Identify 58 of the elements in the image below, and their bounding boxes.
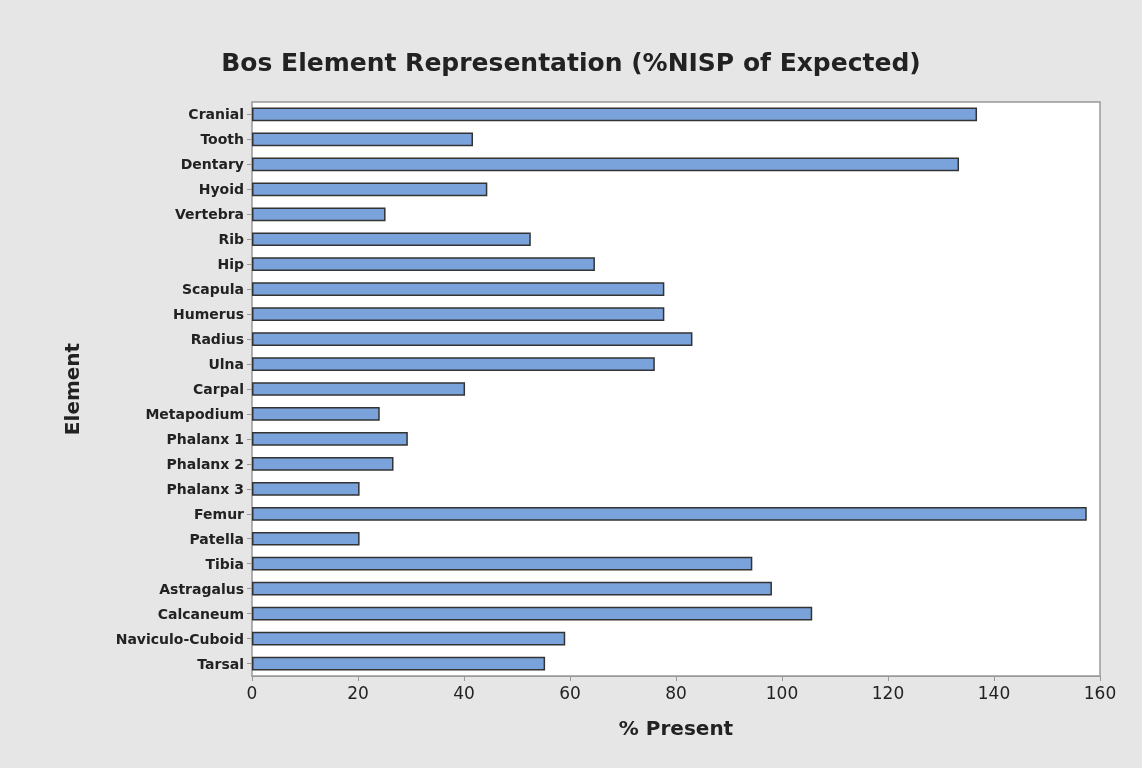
bar xyxy=(252,631,566,646)
x-tick-label: 20 xyxy=(347,682,369,703)
bar xyxy=(252,157,960,172)
y-tick-label: Calcaneum xyxy=(157,605,244,622)
bar xyxy=(252,207,386,222)
bar xyxy=(252,357,655,371)
bar xyxy=(252,332,693,346)
y-tick-label: Tooth xyxy=(200,131,244,148)
bar xyxy=(252,457,394,471)
bar xyxy=(252,481,360,496)
bar xyxy=(252,307,665,321)
bar xyxy=(252,531,360,546)
y-tick-label: Dentary xyxy=(180,156,244,173)
bar xyxy=(252,656,546,671)
x-tick-label: 160 xyxy=(1083,682,1117,703)
bar xyxy=(252,581,772,596)
y-tick-label: Vertebra xyxy=(174,206,244,223)
y-tick-label: Cranial xyxy=(188,106,244,123)
bar xyxy=(252,257,595,272)
y-tick-label: Tibia xyxy=(205,555,244,572)
y-tick-label: Hyoid xyxy=(198,181,244,198)
y-tick-label: Carpal xyxy=(193,381,244,397)
y-tick-label: Ulna xyxy=(208,356,244,373)
y-tick-label: Patella xyxy=(189,530,244,547)
x-tick-label: 100 xyxy=(765,682,799,703)
bar xyxy=(252,282,665,297)
y-tick-label: Scapula xyxy=(181,281,244,298)
y-tick-label: Femur xyxy=(194,505,245,522)
y-tick-label: Hip xyxy=(217,256,244,273)
bar xyxy=(252,232,531,247)
chart-title: Bos Element Representation (%NISP of Expected) xyxy=(221,48,921,77)
bar xyxy=(252,382,466,396)
y-tick-label: Tarsal xyxy=(197,655,244,672)
x-tick-label: 40 xyxy=(453,682,475,703)
y-tick-label: Phalanx 1 xyxy=(166,430,244,447)
y-tick-label: Humerus xyxy=(173,306,244,323)
x-tick-label: 80 xyxy=(665,682,687,703)
bar xyxy=(252,606,813,621)
y-tick-label: Phalanx 3 xyxy=(166,480,244,497)
bar xyxy=(252,132,474,147)
x-tick-label: 0 xyxy=(246,682,258,703)
bar xyxy=(252,107,978,122)
y-tick-label: Metapodium xyxy=(145,405,244,422)
y-tick-label: Astragalus xyxy=(159,580,244,597)
bar xyxy=(252,556,753,571)
y-tick-label: Rib xyxy=(218,231,244,248)
y-tick-label: Radius xyxy=(190,331,244,348)
y-tick-label: Naviculo-Cuboid xyxy=(115,630,244,647)
bar xyxy=(252,432,408,446)
bar xyxy=(252,407,380,421)
bar xyxy=(252,182,488,197)
bar xyxy=(252,506,1087,521)
y-axis-title: Element xyxy=(60,342,84,436)
x-tick-label: 120 xyxy=(871,682,905,703)
y-tick-label: Phalanx 2 xyxy=(166,455,244,472)
x-tick-label: 140 xyxy=(977,682,1011,703)
x-axis-title: % Present xyxy=(618,716,734,740)
x-tick-label: 60 xyxy=(559,682,581,703)
